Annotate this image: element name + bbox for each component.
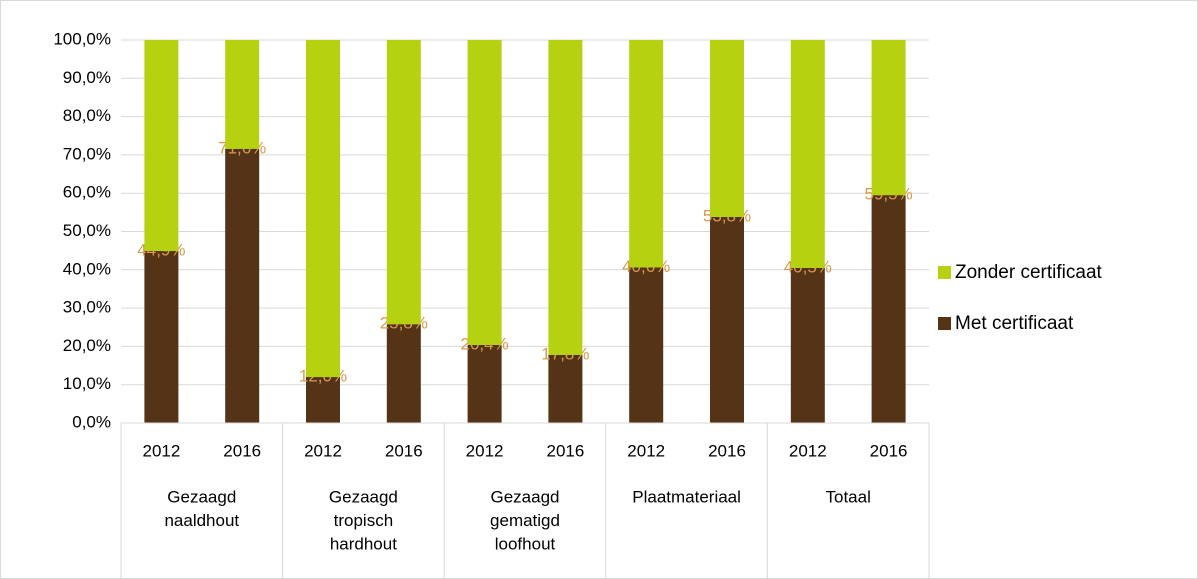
bar-segment bbox=[306, 40, 340, 378]
group-label: gematigd bbox=[490, 511, 560, 530]
x-tick-label: 2012 bbox=[789, 441, 827, 460]
y-tick-label: 90,0% bbox=[63, 68, 111, 87]
y-tick-label: 80,0% bbox=[63, 106, 111, 125]
y-tick-label: 0,0% bbox=[72, 412, 111, 431]
group-label: hardhout bbox=[330, 534, 397, 553]
bar-segment bbox=[144, 251, 179, 423]
group-label: Gezaagd bbox=[329, 487, 398, 506]
x-tick-label: 2016 bbox=[708, 441, 746, 460]
x-tick-label: 2016 bbox=[546, 441, 584, 460]
x-tick-label: 2016 bbox=[223, 441, 261, 460]
y-tick-label: 30,0% bbox=[63, 298, 111, 317]
group-label: Plaatmateriaal bbox=[632, 487, 741, 506]
y-tick-label: 50,0% bbox=[63, 221, 111, 240]
bar-segment bbox=[306, 377, 340, 423]
bar-segment bbox=[467, 344, 502, 423]
bar-segment bbox=[710, 216, 744, 423]
bar-segment bbox=[871, 195, 906, 423]
group-label: Gezaagd bbox=[167, 487, 236, 506]
x-tick-label: 2016 bbox=[870, 441, 908, 460]
bar-segment bbox=[548, 40, 583, 355]
group-label: loofhout bbox=[495, 534, 556, 553]
legend-label: Met certificaat bbox=[955, 313, 1074, 334]
bar-segment bbox=[225, 148, 260, 423]
y-tick-label: 20,0% bbox=[63, 336, 111, 355]
x-tick-label: 2016 bbox=[385, 441, 423, 460]
y-tick-label: 40,0% bbox=[63, 259, 111, 278]
y-tick-label: 100,0% bbox=[53, 29, 111, 48]
bar-segment bbox=[710, 40, 744, 217]
bar-segment bbox=[467, 40, 502, 345]
bar-segment bbox=[225, 40, 260, 149]
legend-swatch bbox=[938, 317, 951, 330]
legend-swatch bbox=[938, 266, 951, 279]
bar-segment bbox=[871, 40, 906, 196]
y-tick-label: 60,0% bbox=[63, 183, 111, 202]
group-label: tropisch bbox=[334, 511, 394, 530]
bar-segment bbox=[144, 40, 179, 252]
bar-segment bbox=[386, 324, 421, 423]
x-tick-label: 2012 bbox=[304, 441, 342, 460]
y-tick-label: 10,0% bbox=[63, 374, 111, 393]
bar-segment bbox=[386, 40, 421, 325]
bar-segment bbox=[629, 267, 664, 423]
legend-label: Zonder certificaat bbox=[955, 262, 1103, 283]
bar-segment bbox=[790, 267, 825, 423]
bar-segment bbox=[629, 40, 664, 268]
group-label: Gezaagd bbox=[491, 487, 560, 506]
bar-segment bbox=[790, 40, 825, 268]
group-label: naaldhout bbox=[164, 511, 239, 530]
x-tick-label: 2012 bbox=[142, 441, 180, 460]
x-tick-label: 2012 bbox=[627, 441, 665, 460]
group-label: Totaal bbox=[826, 487, 871, 506]
x-tick-label: 2012 bbox=[466, 441, 504, 460]
y-tick-label: 70,0% bbox=[63, 144, 111, 163]
bar-segment bbox=[548, 354, 583, 423]
